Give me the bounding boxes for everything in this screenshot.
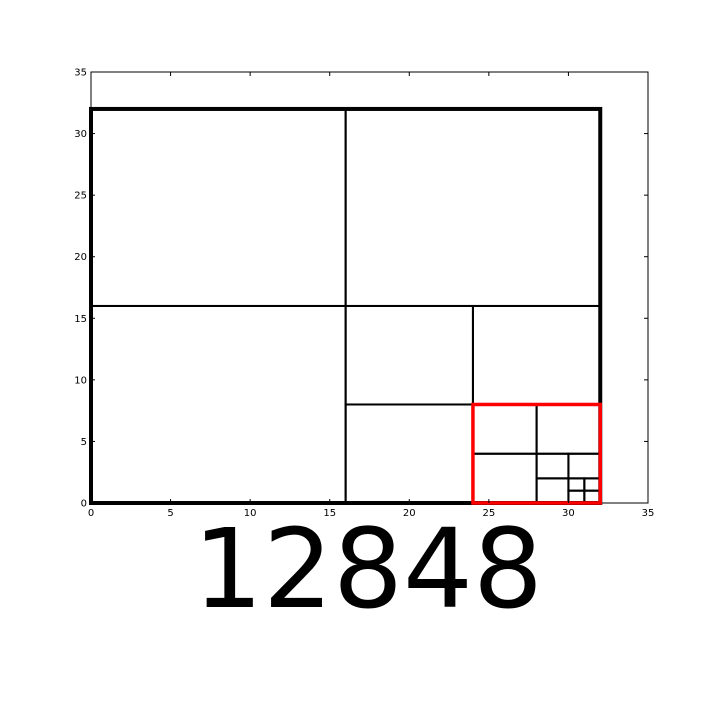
x-tick-label: 10	[244, 508, 257, 519]
y-tick-label: 25	[74, 191, 87, 202]
square-7	[471, 403, 538, 455]
y-axis-ticks: 0 5 10 15 20 25 30 35	[74, 68, 648, 510]
x-tick-label: 25	[482, 508, 495, 519]
x-tick-label: 30	[562, 508, 575, 519]
big-number-caption: 12848	[193, 505, 543, 633]
x-tick-label: 15	[323, 508, 336, 519]
square-5	[471, 304, 602, 406]
square-13	[567, 477, 586, 492]
square-15	[583, 477, 602, 492]
square-3	[344, 403, 474, 504]
square-9	[535, 477, 570, 504]
x-axis-ticks: 0 5 10 15 20 25 30 35	[88, 72, 655, 519]
square-1	[90, 107, 347, 307]
square-8	[535, 403, 602, 455]
y-tick-label: 15	[74, 314, 87, 325]
x-tick-label: 5	[167, 508, 173, 519]
y-tick-label: 35	[74, 68, 87, 79]
outer-square	[89, 106, 603, 505]
square-2	[344, 107, 602, 307]
axes-frame	[90, 71, 649, 504]
x-tick-label: 0	[88, 508, 94, 519]
x-tick-label: 20	[403, 508, 416, 519]
y-tick-label: 0	[81, 499, 87, 510]
square-10	[535, 452, 570, 480]
square-4	[344, 304, 474, 406]
square-11	[567, 452, 602, 480]
x-tick-label: 35	[642, 508, 655, 519]
highlight-square	[471, 402, 603, 505]
y-tick-label: 30	[74, 129, 87, 140]
y-tick-label: 5	[81, 437, 87, 448]
square-0	[90, 304, 347, 504]
square-6	[471, 452, 538, 504]
plot-area	[89, 71, 649, 505]
y-tick-label: 10	[74, 375, 87, 386]
y-tick-label: 20	[74, 252, 87, 263]
